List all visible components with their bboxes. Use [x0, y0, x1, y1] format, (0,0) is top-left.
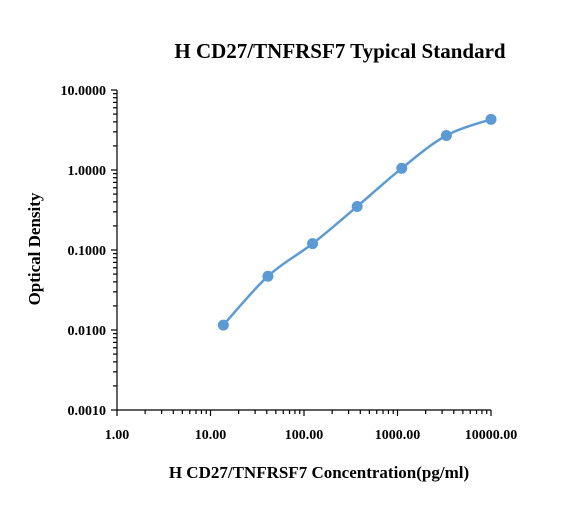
series-line — [222, 118, 492, 326]
y-tick-label: 1.0000 — [68, 164, 107, 179]
y-tick-label: 0.1000 — [68, 244, 107, 259]
x-axis-label: H CD27/TNFRSF7 Concentration(pg/ml) — [169, 463, 469, 482]
y-tick-label: 0.0100 — [68, 324, 107, 339]
y-tick-label: 10.0000 — [61, 84, 107, 99]
points-layer — [217, 113, 497, 331]
chart-title: H CD27/TNFRSF7 Typical Standard — [174, 39, 506, 63]
x-tick-label: 1.00 — [105, 428, 130, 443]
data-point — [351, 200, 363, 212]
data-point — [396, 162, 408, 174]
y-axis-label: Optical Density — [25, 192, 44, 305]
x-tick-label: 100.00 — [285, 428, 324, 443]
data-point — [217, 319, 229, 331]
data-point — [307, 238, 319, 250]
x-tick-label: 1000.00 — [375, 428, 421, 443]
data-point — [485, 113, 497, 125]
data-point — [440, 129, 452, 141]
data-point — [262, 270, 274, 282]
curve-layer — [222, 118, 492, 326]
ticks-layer: 1.00 10.00 100.00 1000.00 10000.00 0.0010 0.01… — [61, 84, 518, 443]
y-tick-label: 0.0010 — [68, 404, 107, 419]
x-tick-label: 10000.00 — [465, 428, 518, 443]
x-tick-label: 10.00 — [195, 428, 227, 443]
